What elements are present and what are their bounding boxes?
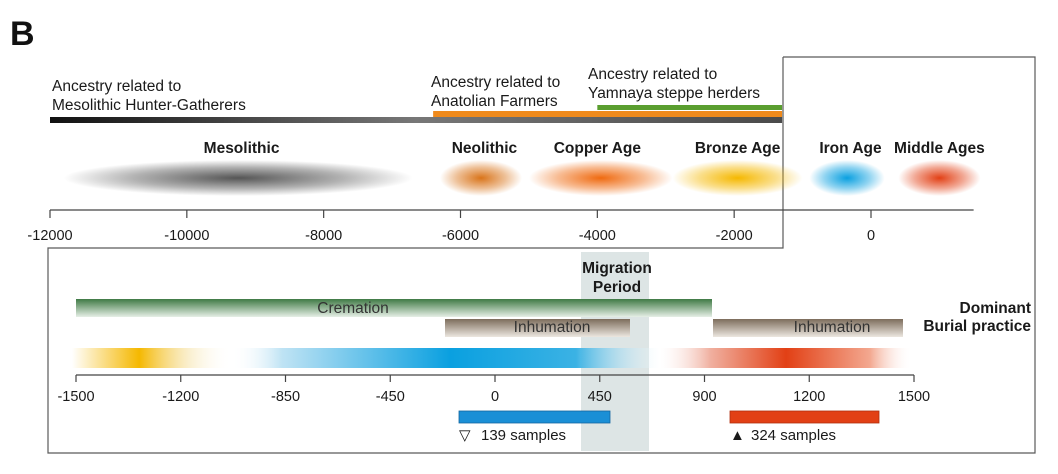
bottom-period-gradient	[72, 348, 912, 368]
period-band-copper-age	[528, 160, 673, 196]
inset-frame	[47, 56, 1036, 454]
bottom-axis-tick-label: 450	[588, 389, 612, 405]
period-label: Neolithic	[452, 140, 518, 157]
period-band-neolithic	[439, 160, 523, 196]
bottom-axis-tick-label: -1200	[162, 389, 199, 405]
ancestry-anatolian-label-1: Ancestry related to	[431, 74, 560, 91]
bottom-axis-tick-label: 900	[692, 389, 716, 405]
ancestry-yamnaya-label-2: Yamnaya steppe herders	[588, 85, 760, 102]
samples-bar-1	[458, 410, 611, 424]
burial-title-2: Burial practice	[923, 318, 1031, 335]
inhumation-bar-2	[713, 319, 903, 337]
period-label: Mesolithic	[204, 140, 280, 157]
inhumation-label-1: Inhumation	[514, 319, 591, 336]
bottom-axis-tick-label: 0	[491, 389, 499, 405]
ancestry-anatolian-label-2: Anatolian Farmers	[431, 93, 558, 110]
bottom-axis-tick-label: -1500	[57, 389, 94, 405]
ancestry-hg-label-1: Ancestry related to	[52, 78, 181, 95]
period-label: Bronze Age	[695, 140, 781, 157]
samples-text-2: 324 samples	[751, 427, 836, 444]
burial-title-1: Dominant	[960, 300, 1031, 317]
period-bands: Mesolithic Neolithic Copper Age Bronze Age I…	[63, 140, 985, 196]
period-label: Iron Age	[819, 140, 882, 157]
cremation-bar	[76, 299, 712, 317]
period-label: Copper Age	[554, 140, 642, 157]
top-axis-tick-label: -8000	[305, 228, 342, 244]
inhumation-bar-1	[445, 319, 630, 337]
bottom-time-axis: -1500 -1200 -850 -450 0 450 900 1200 1500	[57, 374, 930, 405]
top-time-axis: -12000 -10000 -8000 -6000 -4000 -2000 0	[27, 209, 974, 244]
top-axis-tick-label: -4000	[579, 228, 616, 244]
bottom-axis-tick-label: -450	[376, 389, 405, 405]
samples-text-1: 139 samples	[481, 427, 566, 444]
migration-period-label-1: Migration	[582, 260, 652, 277]
period-band-iron-age	[809, 160, 885, 196]
bottom-axis-tick-label: 1500	[898, 389, 930, 405]
samples-symbol-2: ▲	[730, 427, 745, 444]
samples-bar-2	[729, 410, 880, 424]
top-axis-tick-label: -6000	[442, 228, 479, 244]
samples-symbol-1: ▽	[459, 427, 471, 444]
ancestry-yamnaya-label-1: Ancestry related to	[588, 66, 717, 83]
bottom-axis-tick-label: -850	[271, 389, 300, 405]
ancestry-yamnaya-bar	[597, 105, 783, 110]
top-axis-tick-label: -2000	[716, 228, 753, 244]
top-axis-tick-label: 0	[867, 228, 875, 244]
panel-letter: B	[10, 15, 35, 53]
bottom-axis-tick-label: 1200	[793, 389, 825, 405]
period-band-middle-ages	[898, 160, 981, 196]
period-band-bronze-age	[672, 160, 803, 196]
inhumation-label-2: Inhumation	[794, 319, 871, 336]
cremation-label: Cremation	[317, 300, 389, 317]
period-band-mesolithic	[63, 160, 413, 196]
top-axis-tick-label: -10000	[164, 228, 209, 244]
top-axis-tick-label: -12000	[27, 228, 72, 244]
ancestry-hunter-gatherers-bar	[50, 117, 783, 123]
ancestry-anatolian-bar	[433, 111, 783, 117]
ancestry-hg-label-2: Mesolithic Hunter-Gatherers	[52, 97, 246, 114]
migration-period-label-2: Period	[593, 279, 641, 296]
period-label: Middle Ages	[894, 140, 985, 157]
